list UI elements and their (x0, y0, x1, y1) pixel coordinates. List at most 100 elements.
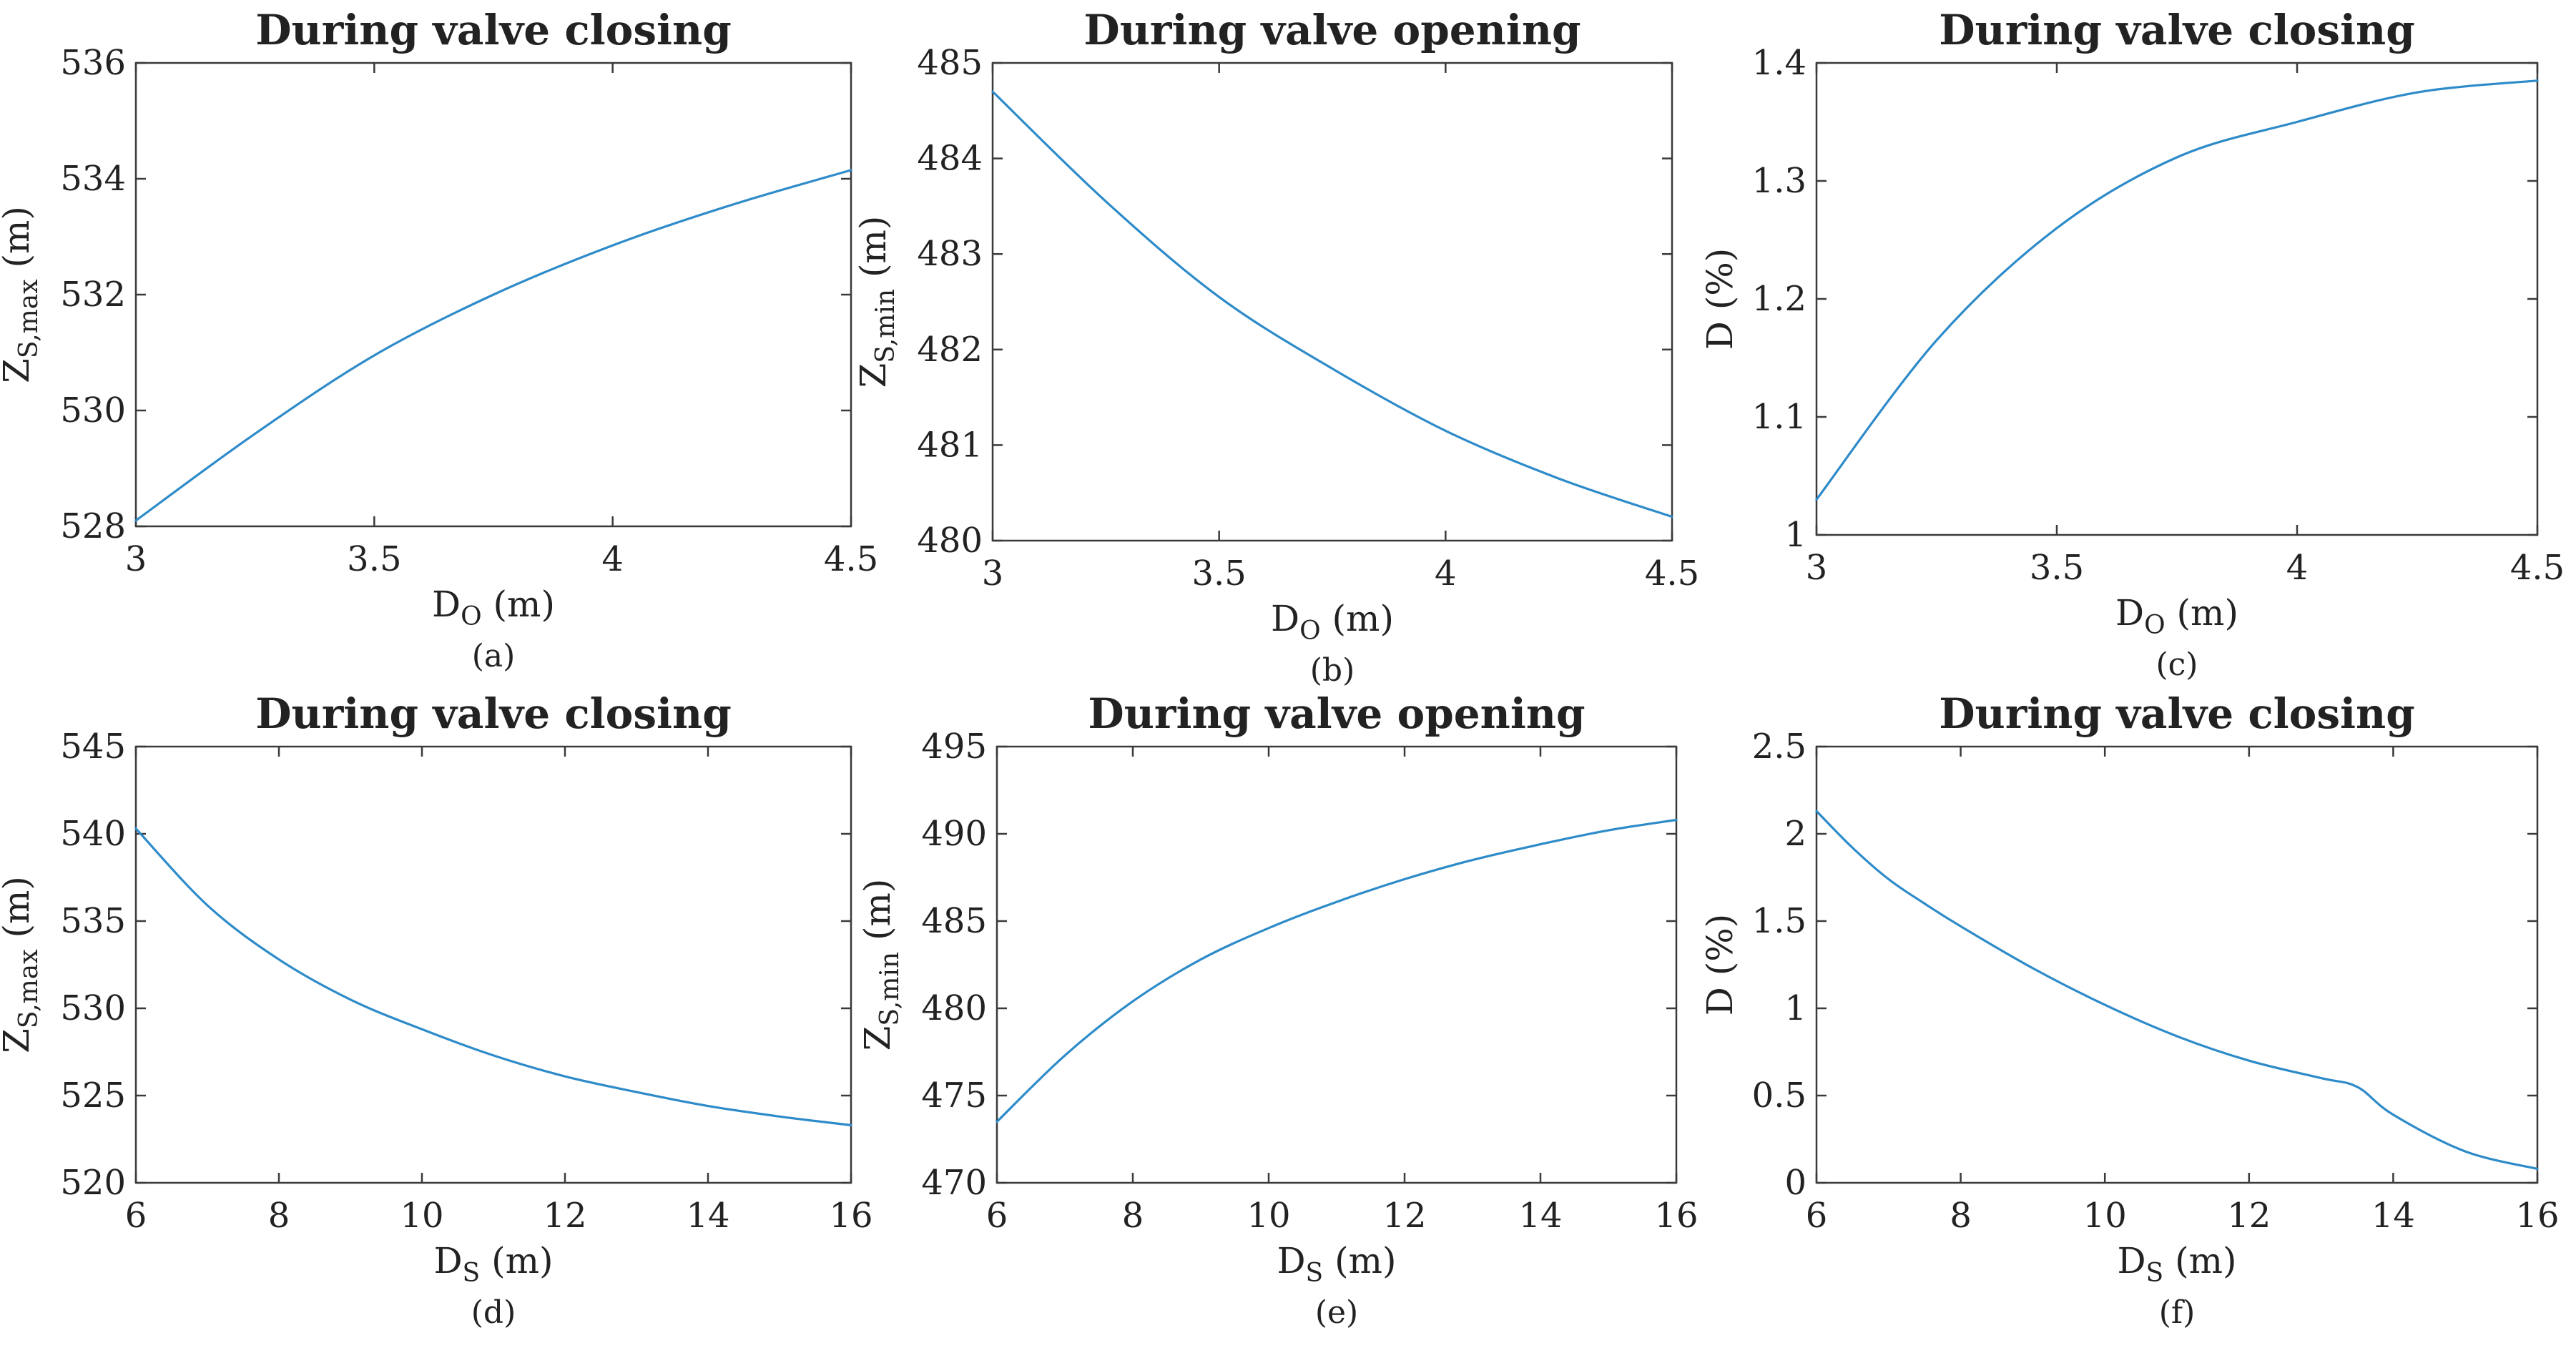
y-tick-label: 534 (60, 159, 126, 199)
plot-frame (134, 745, 852, 1184)
x-axis-label: DS (m) (2117, 1240, 2236, 1288)
y-tick-label: 536 (60, 43, 126, 83)
x-tick-label: 16 (2515, 1196, 2559, 1236)
series-line (1815, 810, 2539, 1171)
y-tick-label: 520 (60, 1163, 126, 1203)
series-line (1815, 79, 2539, 501)
x-tick-label: 14 (2371, 1196, 2415, 1236)
x-tick-label: 3 (982, 554, 1004, 594)
y-axis-label: ZS,max (m) (0, 876, 44, 1053)
panel-caption: (f) (2159, 1294, 2196, 1331)
y-tick-label: 525 (60, 1076, 126, 1116)
panel-caption: (b) (1310, 652, 1355, 689)
x-tick-label: 4.5 (1645, 554, 1699, 594)
x-tick-label: 8 (1122, 1196, 1144, 1236)
x-tick-label: 3 (125, 539, 147, 579)
plot-frame (996, 745, 1678, 1184)
y-tick-label: 540 (60, 814, 126, 854)
x-tick-label: 12 (1382, 1196, 1426, 1236)
series-line (134, 169, 852, 522)
x-tick-label: 3.5 (1191, 554, 1246, 594)
y-tick-label: 481 (917, 425, 983, 465)
chart-title: During valve opening (1088, 689, 1585, 738)
chart-title: During valve opening (1083, 6, 1580, 54)
y-tick-label: 2.5 (1752, 727, 1806, 767)
y-axis-label: D (%) (1699, 248, 1741, 350)
y-tick-label: 530 (60, 988, 126, 1028)
x-tick-label: 16 (829, 1196, 872, 1236)
x-tick-label: 12 (2227, 1196, 2271, 1236)
x-tick-label: 6 (1806, 1196, 1828, 1236)
x-tick-label: 14 (1518, 1196, 1562, 1236)
x-tick-label: 10 (1247, 1196, 1290, 1236)
y-tick-label: 1.2 (1752, 279, 1806, 319)
x-tick-label: 8 (268, 1196, 290, 1236)
panel-c: 3 3.5 4 4.5 1 1.1 1.2 1.3 1.4 During valve closin… (1699, 6, 2565, 683)
y-tick-label: 1 (1784, 988, 1806, 1028)
x-tick-label: 8 (1950, 1196, 1972, 1236)
x-tick-label: 3.5 (347, 539, 401, 579)
y-tick-label: 470 (921, 1163, 987, 1203)
series-line (996, 818, 1678, 1123)
x-tick-label: 16 (1654, 1196, 1698, 1236)
panel-caption: (c) (2156, 646, 2198, 683)
y-tick-label: 1.4 (1752, 43, 1806, 83)
x-axis-label: DO (m) (2115, 592, 2238, 640)
series-line (991, 90, 1673, 518)
panel-caption: (e) (1315, 1294, 1358, 1331)
x-axis-label: DO (m) (432, 584, 555, 631)
plot-frame (1815, 745, 2539, 1184)
chart-title: During valve closing (255, 689, 732, 738)
x-tick-label: 12 (543, 1196, 586, 1236)
series-line (134, 827, 852, 1127)
panel-b: 3 3.5 4 4.5 480 481 482 483 484 485 During valve o… (852, 6, 1699, 689)
y-tick-label: 490 (921, 814, 987, 854)
y-tick-label: 0 (1784, 1163, 1806, 1203)
x-tick-label: 4 (601, 539, 624, 579)
y-tick-label: 530 (60, 390, 126, 431)
x-tick-label: 6 (986, 1196, 1008, 1236)
x-tick-label: 4 (1435, 554, 1457, 594)
y-axis-label: ZS,max (m) (0, 206, 44, 383)
y-tick-label: 1.3 (1752, 161, 1806, 201)
y-axis-label: D (%) (1699, 914, 1741, 1016)
x-tick-label: 14 (686, 1196, 729, 1236)
y-tick-label: 485 (917, 43, 983, 83)
x-tick-label: 3.5 (2030, 548, 2084, 588)
x-tick-label: 6 (125, 1196, 147, 1236)
panel-caption: (d) (471, 1294, 516, 1331)
panel-d: 6 8 10 12 14 16 520 525 530 535 540 545 During valve… (0, 689, 873, 1331)
x-axis-label: DS (m) (433, 1240, 553, 1288)
plot-frame (991, 62, 1673, 542)
panel-caption: (a) (472, 638, 516, 674)
y-tick-label: 2 (1784, 814, 1806, 854)
x-axis-label: DO (m) (1271, 598, 1394, 646)
y-tick-label: 475 (921, 1076, 987, 1116)
y-tick-label: 484 (917, 139, 983, 179)
y-tick-label: 1.1 (1752, 397, 1806, 437)
x-tick-label: 10 (2083, 1196, 2127, 1236)
y-tick-label: 480 (917, 521, 983, 561)
y-tick-label: 482 (917, 330, 983, 370)
x-tick-label: 4 (2286, 548, 2309, 588)
y-tick-label: 0.5 (1752, 1076, 1806, 1116)
y-tick-label: 485 (921, 901, 987, 941)
y-tick-label: 535 (60, 901, 126, 941)
plot-frame (1815, 62, 2539, 536)
chart-title: During valve closing (1939, 6, 2415, 54)
x-tick-label: 4.5 (2510, 548, 2565, 588)
y-tick-label: 528 (60, 506, 126, 546)
x-tick-label: 4.5 (824, 539, 878, 579)
y-tick-label: 483 (917, 234, 983, 274)
y-tick-label: 480 (921, 988, 987, 1028)
y-tick-label: 1.5 (1752, 901, 1806, 941)
x-tick-label: 3 (1806, 548, 1828, 588)
x-tick-label: 10 (400, 1196, 443, 1236)
y-tick-label: 545 (60, 727, 126, 767)
panel-f: 6 8 10 12 14 16 0 0.5 1 1.5 2 2.5 During valve closi… (1699, 689, 2560, 1331)
chart-title: During valve closing (255, 6, 732, 54)
y-axis-label: ZS,min (m) (857, 879, 905, 1051)
y-axis-label: ZS,min (m) (852, 216, 900, 388)
panel-a: 3 3.5 4 4.5 528 530 532 534 536 During valve clos… (0, 6, 878, 674)
